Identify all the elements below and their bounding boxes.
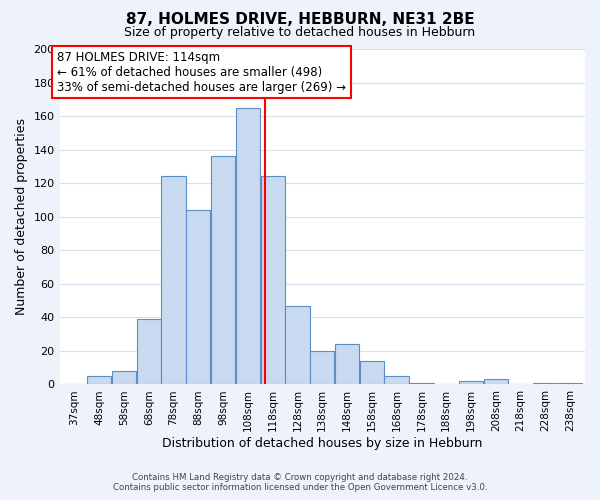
Bar	[409, 383, 434, 384]
Text: 87 HOLMES DRIVE: 114sqm
← 61% of detached houses are smaller (498)
33% of semi-d: 87 HOLMES DRIVE: 114sqm ← 61% of detache…	[57, 50, 346, 94]
Bar	[459, 381, 483, 384]
X-axis label: Distribution of detached houses by size in Hebburn: Distribution of detached houses by size …	[162, 437, 482, 450]
Bar	[359, 361, 384, 384]
Bar	[211, 156, 235, 384]
Y-axis label: Number of detached properties: Number of detached properties	[15, 118, 28, 315]
Bar	[137, 319, 161, 384]
Bar	[286, 306, 310, 384]
Bar	[335, 344, 359, 385]
Bar	[385, 376, 409, 384]
Bar	[533, 383, 557, 384]
Text: Contains HM Land Registry data © Crown copyright and database right 2024.
Contai: Contains HM Land Registry data © Crown c…	[113, 473, 487, 492]
Text: Size of property relative to detached houses in Hebburn: Size of property relative to detached ho…	[124, 26, 476, 39]
Bar	[260, 176, 285, 384]
Bar	[484, 380, 508, 384]
Bar	[186, 210, 211, 384]
Bar	[310, 351, 334, 384]
Text: 87, HOLMES DRIVE, HEBBURN, NE31 2BE: 87, HOLMES DRIVE, HEBBURN, NE31 2BE	[125, 12, 475, 28]
Bar	[161, 176, 186, 384]
Bar	[112, 371, 136, 384]
Bar	[87, 376, 112, 384]
Bar	[236, 108, 260, 384]
Bar	[558, 383, 582, 384]
